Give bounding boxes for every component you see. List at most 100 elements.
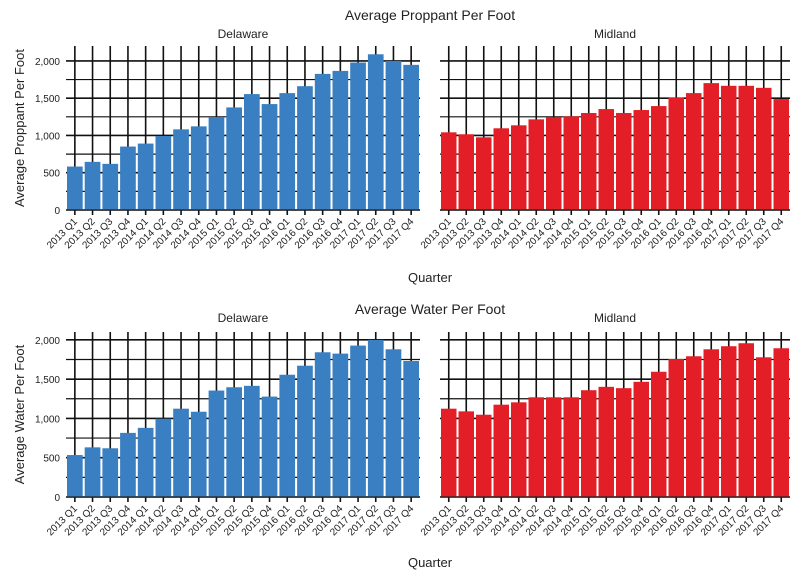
- bar-delaware-9: [226, 387, 242, 497]
- y-tick-label: 500: [43, 169, 60, 180]
- bar-delaware-10: [244, 94, 260, 210]
- bar-midland-9: [598, 386, 614, 497]
- bar-midland-15: [703, 349, 719, 497]
- bar-delaware-18: [385, 349, 402, 497]
- panel-title-delaware: Delaware: [218, 27, 269, 41]
- bar-delaware-1: [84, 447, 101, 497]
- bar-midland-2: [476, 137, 492, 210]
- bar-midland-18: [756, 87, 772, 210]
- panel-title-delaware: Delaware: [218, 311, 269, 325]
- y-tick-label: 1,000: [35, 131, 60, 142]
- y-tick-label: 500: [43, 454, 60, 465]
- bar-midland-15: [703, 83, 719, 210]
- bar-midland-0: [441, 132, 457, 210]
- chart-title: Average Water Per Foot: [355, 301, 505, 317]
- bar-midland-19: [773, 348, 789, 497]
- bar-midland-4: [511, 125, 527, 210]
- bar-midland-5: [528, 397, 544, 497]
- bar-midland-6: [546, 397, 562, 497]
- bar-delaware-14: [314, 352, 331, 497]
- bar-midland-16: [721, 85, 737, 210]
- y-tick-label: 0: [54, 206, 60, 217]
- bar-midland-8: [581, 113, 597, 210]
- bar-midland-3: [493, 404, 509, 497]
- bar-delaware-9: [226, 107, 242, 210]
- bar-midland-11: [633, 381, 649, 497]
- bar-delaware-7: [190, 126, 207, 210]
- bar-delaware-13: [297, 365, 313, 497]
- bar-delaware-7: [190, 411, 207, 497]
- bar-delaware-10: [244, 385, 260, 497]
- bar-midland-16: [721, 346, 737, 497]
- y-axis-title: Average Water Per Foot: [12, 344, 27, 484]
- bar-delaware-0: [67, 455, 83, 497]
- bar-delaware-16: [350, 62, 366, 211]
- bar-midland-11: [633, 110, 649, 210]
- bar-delaware-15: [332, 353, 349, 497]
- bar-delaware-12: [279, 93, 296, 210]
- bar-delaware-11: [261, 104, 278, 210]
- bar-midland-14: [686, 356, 702, 497]
- x-axis-title: Quarter: [408, 270, 453, 285]
- bar-delaware-12: [279, 374, 296, 497]
- bar-delaware-13: [297, 86, 313, 210]
- bar-midland-7: [563, 397, 579, 497]
- y-axis-title: Average Proppant Per Foot: [12, 49, 27, 207]
- bar-midland-14: [686, 93, 702, 210]
- bar-midland-13: [668, 359, 684, 497]
- bar-delaware-8: [208, 390, 225, 497]
- bar-delaware-6: [173, 129, 189, 210]
- bar-delaware-2: [102, 163, 119, 210]
- bar-midland-3: [493, 128, 509, 210]
- bar-midland-10: [616, 113, 632, 210]
- bar-delaware-4: [137, 143, 154, 210]
- bar-delaware-5: [155, 135, 172, 210]
- bar-delaware-17: [367, 54, 384, 211]
- bar-midland-0: [441, 408, 457, 497]
- bar-delaware-16: [350, 345, 366, 497]
- bar-delaware-15: [332, 70, 349, 210]
- bar-midland-2: [476, 414, 492, 497]
- bar-delaware-11: [261, 396, 278, 497]
- bar-delaware-6: [173, 408, 189, 497]
- panel-title-midland: Midland: [594, 27, 636, 41]
- bar-midland-7: [563, 116, 579, 210]
- chart-title: Average Proppant Per Foot: [345, 7, 515, 23]
- bar-midland-1: [458, 411, 474, 497]
- y-tick-label: 1,500: [35, 375, 60, 386]
- bar-midland-1: [458, 134, 474, 210]
- y-tick-label: 2,000: [35, 57, 60, 68]
- bar-delaware-0: [67, 166, 83, 210]
- bar-midland-13: [668, 97, 684, 210]
- y-tick-label: 1,500: [35, 94, 60, 105]
- panel-title-midland: Midland: [594, 311, 636, 325]
- bar-delaware-3: [120, 432, 136, 497]
- bar-delaware-14: [314, 73, 331, 210]
- y-tick-label: 1,000: [35, 414, 60, 425]
- bar-midland-18: [756, 357, 772, 497]
- bar-delaware-1: [84, 161, 101, 210]
- bar-midland-6: [546, 117, 562, 210]
- y-tick-label: 2,000: [35, 336, 60, 347]
- bar-midland-8: [581, 390, 597, 497]
- bar-midland-12: [651, 371, 667, 497]
- bar-midland-12: [651, 106, 667, 210]
- bar-delaware-5: [155, 418, 172, 497]
- bar-delaware-2: [102, 448, 119, 497]
- bar-delaware-3: [120, 146, 136, 210]
- bar-midland-4: [511, 402, 527, 497]
- x-axis-title: Quarter: [408, 555, 453, 570]
- bar-midland-17: [738, 343, 754, 497]
- bar-delaware-19: [403, 64, 419, 210]
- bar-midland-9: [598, 109, 614, 210]
- bar-delaware-19: [403, 360, 419, 497]
- bar-midland-17: [738, 85, 754, 210]
- bar-delaware-17: [367, 339, 384, 497]
- bar-midland-19: [773, 99, 789, 210]
- y-tick-label: 0: [54, 493, 60, 504]
- bar-delaware-18: [385, 60, 402, 211]
- bar-midland-10: [616, 388, 632, 497]
- bar-delaware-8: [208, 117, 225, 210]
- bar-midland-5: [528, 119, 544, 210]
